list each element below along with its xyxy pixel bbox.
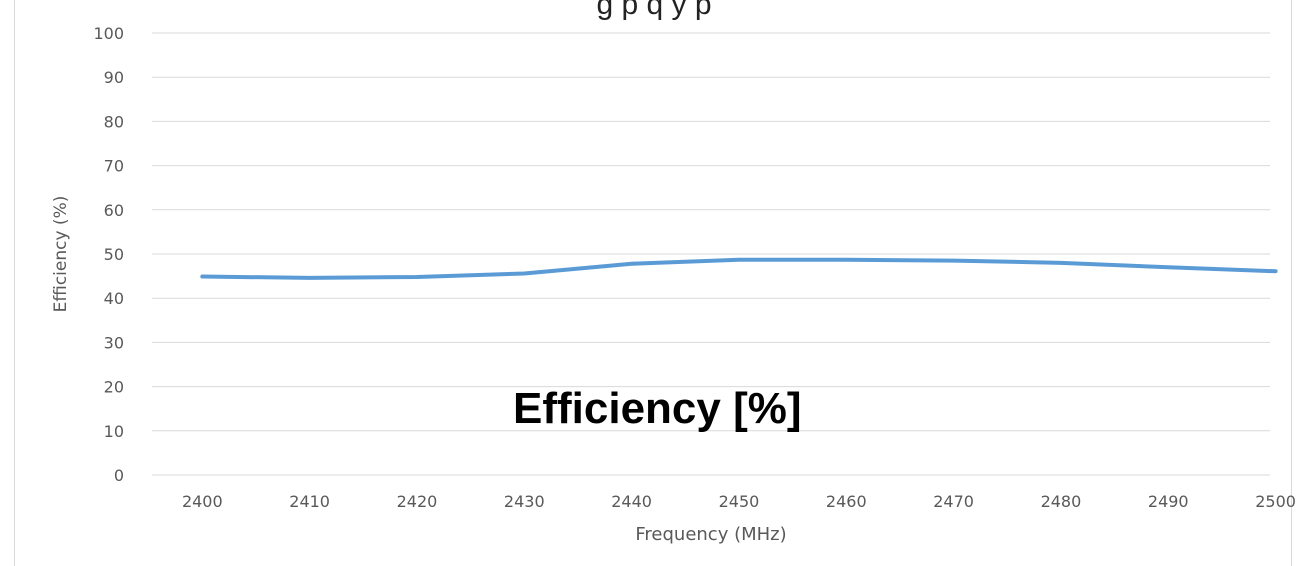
series-group xyxy=(200,257,1278,280)
y-tick-label: 70 xyxy=(104,157,124,176)
series-line-efficiency xyxy=(200,257,1278,280)
y-tick-label: 10 xyxy=(104,422,124,441)
y-tick-label: 30 xyxy=(104,333,124,352)
x-tick-label: 2480 xyxy=(1041,492,1082,511)
y-tick-label: 80 xyxy=(104,112,124,131)
x-tick-label: 2430 xyxy=(504,492,545,511)
x-tick-labels: 2400 2410 2420 2430 2440 2450 2460 2470 2480 2490… xyxy=(182,492,1296,511)
x-tick-label: 2440 xyxy=(611,492,652,511)
y-axis-label: Efficiency (%) xyxy=(51,196,71,313)
x-axis-label: Frequency (MHz) xyxy=(635,524,786,545)
efficiency-overlay-label: Efficiency [%] xyxy=(513,384,802,433)
y-tick-label: 100 xyxy=(93,24,124,43)
gridlines xyxy=(152,32,1270,476)
x-tick-label: 2470 xyxy=(933,492,974,511)
x-tick-label: 2490 xyxy=(1148,492,1189,511)
y-tick-label: 0 xyxy=(114,466,124,485)
y-tick-label: 50 xyxy=(104,245,124,264)
x-tick-label: 2400 xyxy=(182,492,223,511)
x-tick-label: 2460 xyxy=(826,492,867,511)
chart-title-partial: g p q y p xyxy=(596,0,712,21)
y-tick-label: 40 xyxy=(104,289,124,308)
y-tick-label: 20 xyxy=(104,378,124,397)
x-tick-label: 2420 xyxy=(397,492,438,511)
y-tick-labels: 0 10 20 30 40 50 60 70 80 90 100 xyxy=(93,24,124,485)
y-tick-label: 60 xyxy=(104,201,124,220)
x-tick-label: 2500 xyxy=(1255,492,1296,511)
chart-frame xyxy=(14,0,1292,566)
x-tick-label: 2410 xyxy=(289,492,330,511)
x-tick-label: 2450 xyxy=(719,492,760,511)
y-tick-label: 90 xyxy=(104,68,124,87)
